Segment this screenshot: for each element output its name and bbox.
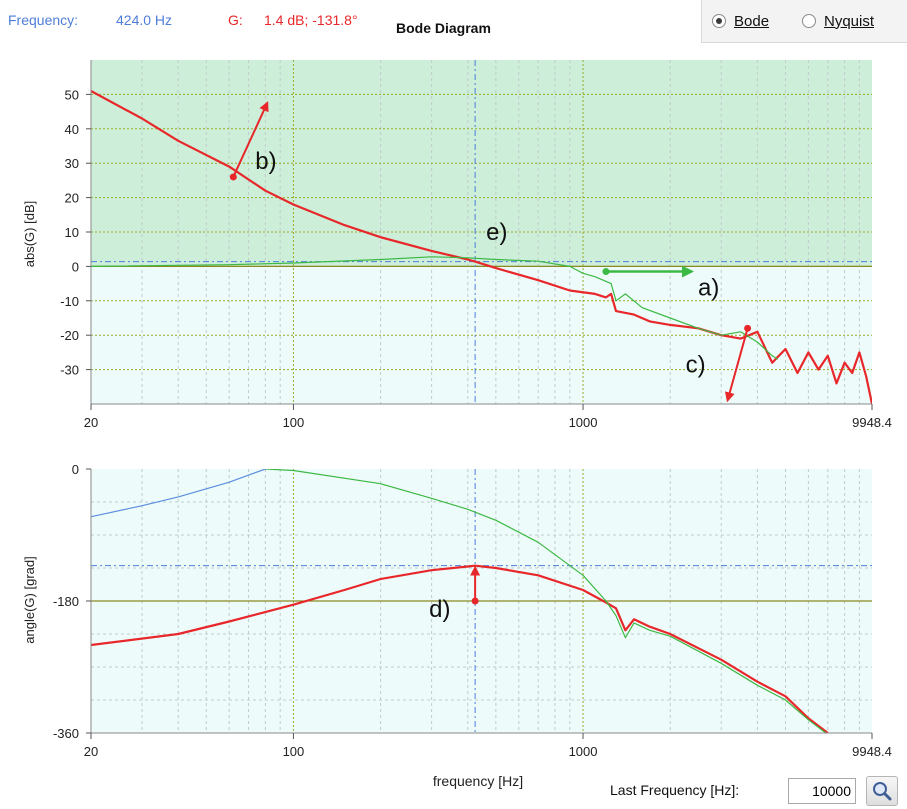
zoom-button[interactable] [866,776,898,806]
unstable-region [91,266,872,404]
view-mode-selector: Bode Nyquist [701,0,907,43]
mag-y-tick-label: 0 [72,259,79,274]
phase-x-tick-label: 100 [283,744,305,759]
mag-y-tick-label: 50 [65,87,79,102]
mag-x-tick-label: 100 [283,415,305,430]
gain-readout-label: G: [228,12,243,28]
annotation-c-arrow [724,328,749,403]
annotation-e-label: e) [486,219,507,246]
mag-x-tick-label: 20 [84,415,98,430]
mag-y-tick-label: -10 [60,294,79,309]
radio-selected-icon[interactable] [712,14,726,28]
phase-y-tick-label: -180 [53,594,79,609]
phase-axis-label: angle(G) [grad] [22,556,37,643]
annotation-b-label: b) [255,148,276,175]
phase-x-tick-label: 9948.4 [852,744,892,759]
magnifier-icon [873,782,892,801]
annotation-a-label: a) [698,275,719,302]
nyquist-radio-label: Nyquist [824,12,875,30]
mag-y-tick-label: 40 [65,122,79,137]
magnitude-axis-label: abs(G) [dB] [22,201,37,267]
bode-radio[interactable]: Bode [712,12,769,30]
bode-radio-label: Bode [734,12,770,30]
last-frequency-label: Last Frequency [Hz]: [610,782,740,798]
mag-y-tick-label: 10 [65,225,79,240]
annotation-c-label: c) [686,351,706,378]
phase-series-0 [91,564,829,733]
phase-y-tick-label: 0 [72,462,79,477]
phase-x-tick-label: 20 [84,744,98,759]
annotation-b-arrow [232,101,269,178]
mag-y-tick-label: 30 [65,156,79,171]
frequency-readout-value: 424.0 Hz [116,12,173,28]
mag-x-tick-label: 9948.4 [852,415,892,430]
mag-series-0 [91,90,872,404]
annotation-d-label: d) [429,596,450,623]
frequency-readout-label: Frequency: [8,12,79,28]
phase-plot: 0 -180 -360 20 100 1000 9948.4 d) [53,462,892,759]
last-frequency-input[interactable] [788,778,856,804]
phase-series-1 [265,469,827,733]
mag-series-1 [91,256,779,360]
phase-series-2 [91,469,266,518]
gain-readout-value: 1.4 dB; -131.8° [264,12,358,28]
mag-y-tick-label: -20 [60,328,79,343]
radio-unselected-icon[interactable] [802,14,816,28]
nyquist-radio[interactable]: Nyquist [802,12,874,30]
frequency-axis-label: frequency [Hz] [433,773,523,789]
phase-x-tick-label: 1000 [569,744,598,759]
chart-title: Bode Diagram [396,20,491,36]
phase-y-tick-label: -360 [53,726,79,741]
mag-x-tick-label: 1000 [569,415,598,430]
mag-y-tick-label: -30 [60,363,79,378]
mag-y-tick-label: 20 [65,191,79,206]
